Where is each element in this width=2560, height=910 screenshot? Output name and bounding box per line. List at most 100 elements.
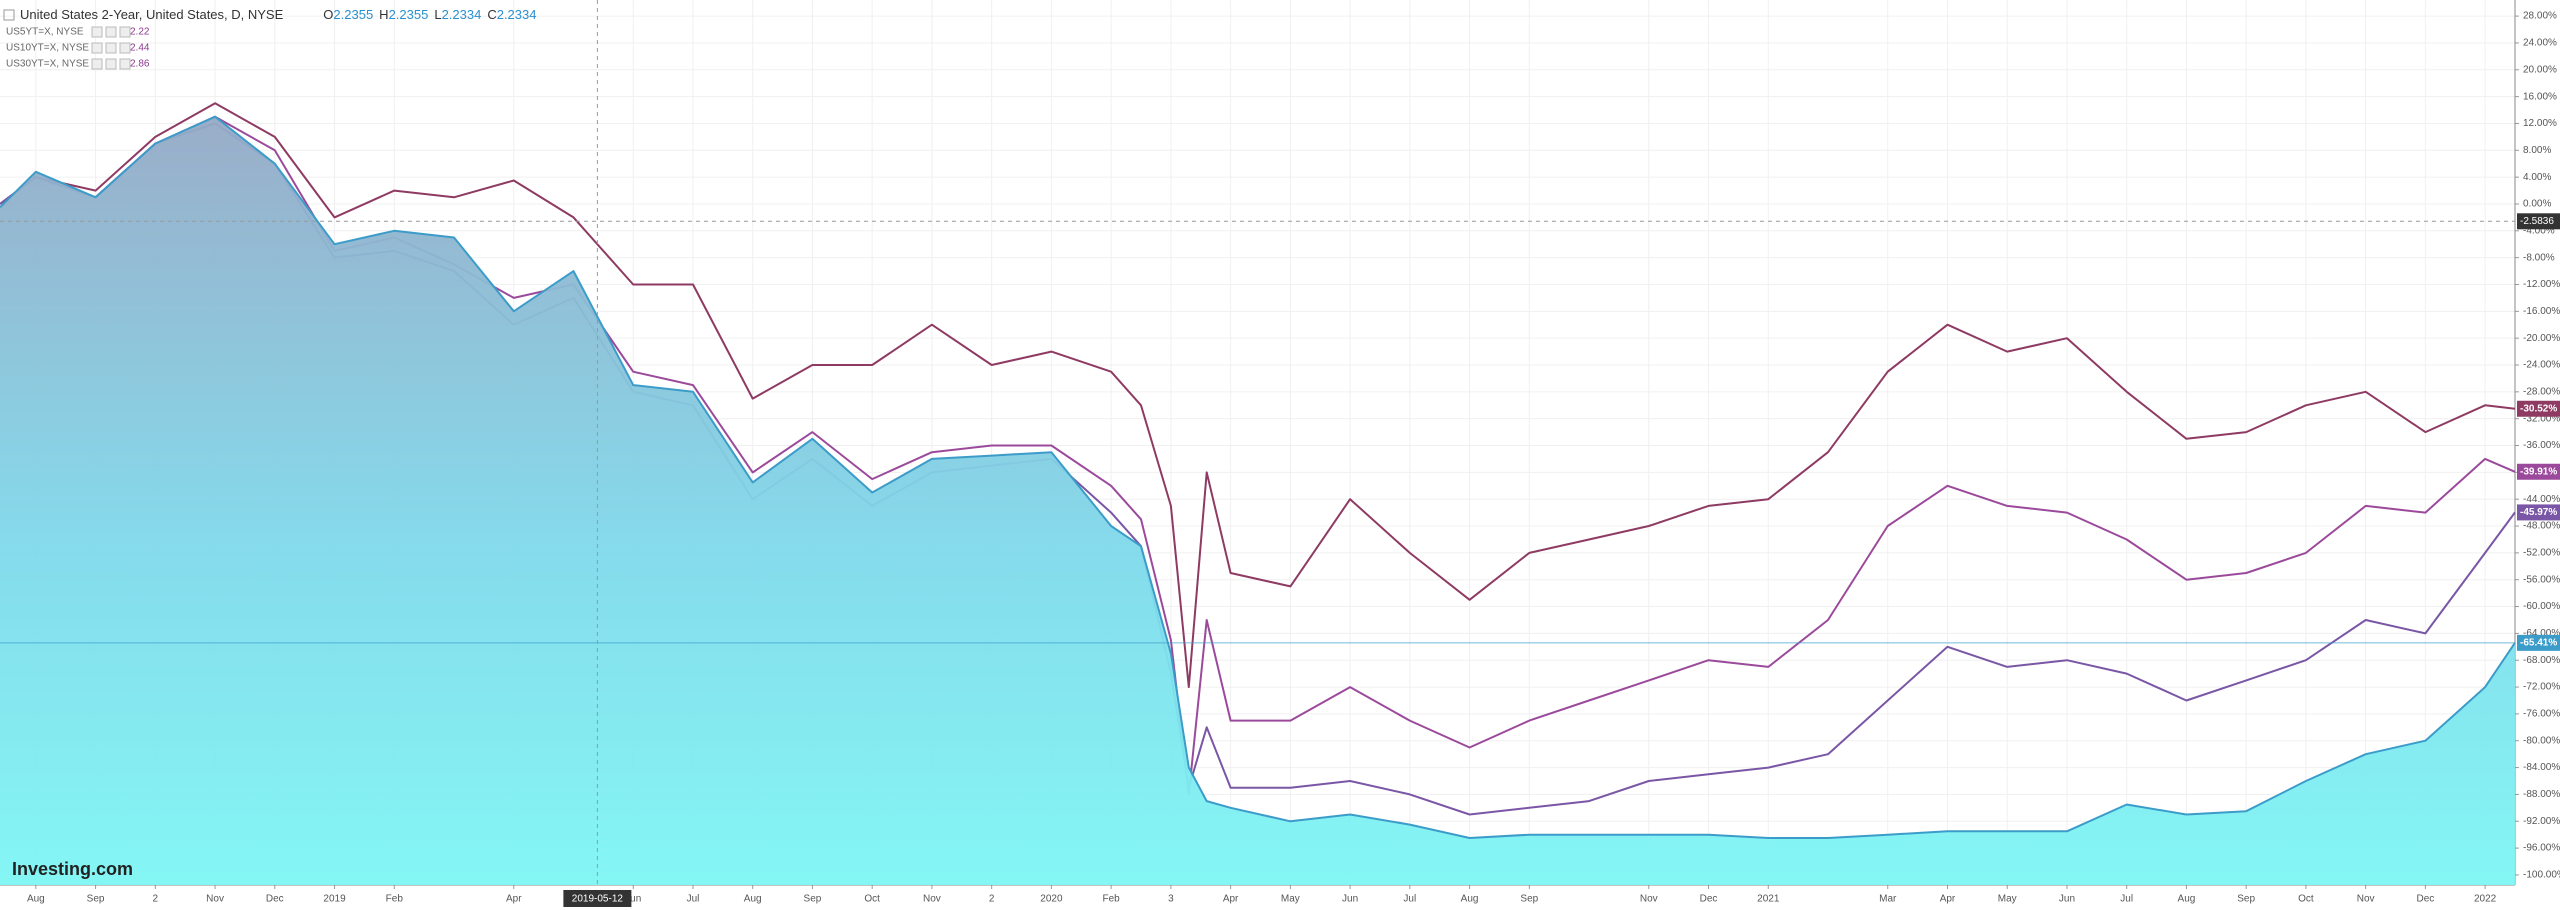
x-tick-label: Sep xyxy=(87,894,105,905)
x-tick-label: Aug xyxy=(1461,894,1479,905)
ohlc-value: 2.2334 xyxy=(442,7,482,22)
x-tick-label: Dec xyxy=(1700,894,1718,905)
y-tick-label: -20.00% xyxy=(2523,333,2560,344)
y-tick-label: -96.00% xyxy=(2523,843,2560,854)
crosshair-y-badge xyxy=(2517,213,2560,230)
legend-icon xyxy=(91,42,103,54)
last-value-label: -30.52% xyxy=(2520,403,2557,414)
y-tick-label: -16.00% xyxy=(2523,306,2560,317)
y-tick-label: -72.00% xyxy=(2523,682,2560,693)
ohlc-key: O xyxy=(323,7,333,22)
x-tick-label: 2019 xyxy=(323,894,346,905)
y-tick-label: -76.00% xyxy=(2523,709,2560,720)
ohlc-value: 2.2355 xyxy=(333,7,373,22)
y-tick-label: -52.00% xyxy=(2523,548,2560,559)
y-tick-label: 20.00% xyxy=(2523,64,2557,75)
y-tick-label: 28.00% xyxy=(2523,11,2557,22)
ohlc-key: C xyxy=(487,7,496,22)
y-tick-label: 4.00% xyxy=(2523,172,2551,183)
x-tick-label: Nov xyxy=(1640,894,1658,905)
x-tick-label: 2020 xyxy=(1040,894,1063,905)
y-tick-label: 24.00% xyxy=(2523,38,2557,49)
y-tick-label: -24.00% xyxy=(2523,360,2560,371)
y-tick-label: -60.00% xyxy=(2523,601,2560,612)
x-tick-label: Apr xyxy=(1940,894,1956,905)
legend-icon xyxy=(105,58,117,70)
legend-icon xyxy=(119,42,131,54)
crosshair-x-label: 2019-05-12 xyxy=(572,894,624,905)
x-tick-label: Aug xyxy=(27,894,45,905)
x-tick-label: Mar xyxy=(1879,894,1897,905)
x-tick-label: May xyxy=(1281,894,1300,905)
last-value-badge xyxy=(2517,463,2560,480)
y-tick-label: -28.00% xyxy=(2523,386,2560,397)
legend-icon xyxy=(105,42,117,54)
x-tick-label: Oct xyxy=(2298,894,2314,905)
collapse-icon xyxy=(3,9,15,21)
ohlc-value: 2.2334 xyxy=(497,7,537,22)
y-tick-label: -88.00% xyxy=(2523,789,2560,800)
x-tick-label: 2021 xyxy=(1757,894,1780,905)
last-value-badge xyxy=(2517,400,2560,417)
y-tick-label: -8.00% xyxy=(2523,252,2555,263)
y-tick-label: -48.00% xyxy=(2523,521,2560,532)
y-tick-label: -12.00% xyxy=(2523,279,2560,290)
y-tick-label: -68.00% xyxy=(2523,655,2560,666)
series-line xyxy=(0,115,2516,839)
x-tick-label: Sep xyxy=(804,894,822,905)
ohlc-value: 2.2355 xyxy=(389,7,429,22)
legend-name: US10YT=X, NYSE xyxy=(6,43,89,54)
y-tick-label: 16.00% xyxy=(2523,91,2557,102)
y-tick-label: -32.00% xyxy=(2523,413,2560,424)
x-tick-label: May xyxy=(1998,894,2017,905)
x-tick-label: Sep xyxy=(2237,894,2255,905)
x-tick-label: Dec xyxy=(2416,894,2434,905)
y-tick-label: 0.00% xyxy=(2523,199,2551,210)
x-tick-label: Dec xyxy=(266,894,284,905)
legend-value: 2.44 xyxy=(130,43,150,54)
x-tick-label: Jun xyxy=(2059,894,2075,905)
y-tick-label: -44.00% xyxy=(2523,494,2560,505)
y-tick-label: 12.00% xyxy=(2523,118,2557,129)
legend-name: US5YT=X, NYSE xyxy=(6,27,84,38)
x-tick-label: Feb xyxy=(386,894,404,905)
legend-value: 2.22 xyxy=(130,27,150,38)
x-tick-label: 2 xyxy=(989,894,995,905)
legend-icon xyxy=(119,58,131,70)
x-tick-label: Jul xyxy=(2120,894,2133,905)
x-tick-label: Apr xyxy=(1223,894,1239,905)
x-tick-label: Nov xyxy=(923,894,941,905)
crosshair-y-label: -2.5836 xyxy=(2520,216,2554,227)
x-tick-label: Jul xyxy=(1403,894,1416,905)
crosshair-x-badge xyxy=(563,890,632,907)
x-tick-label: Nov xyxy=(2357,894,2375,905)
x-tick-label: 3 xyxy=(1168,894,1174,905)
legend-icon xyxy=(91,26,103,38)
x-tick-label: Nov xyxy=(206,894,224,905)
series-line xyxy=(0,102,2516,689)
legend-value: 2.86 xyxy=(130,59,150,70)
y-tick-label: -92.00% xyxy=(2523,816,2560,827)
last-value-badge xyxy=(2517,634,2560,651)
y-tick-label: -36.00% xyxy=(2523,440,2560,451)
title-text: United States 2-Year, United States, D, … xyxy=(20,7,284,22)
y-tick-label: -64.00% xyxy=(2523,628,2560,639)
y-tick-label: -84.00% xyxy=(2523,762,2560,773)
brand: Investing.com xyxy=(12,859,133,879)
y-tick-label: 8.00% xyxy=(2523,145,2551,156)
last-value-badge xyxy=(2517,504,2560,521)
x-tick-label: Jul xyxy=(687,894,700,905)
x-tick-label: Apr xyxy=(506,894,522,905)
x-tick-label: Aug xyxy=(744,894,762,905)
x-tick-label: Jun xyxy=(625,894,641,905)
last-value-label: -65.41% xyxy=(2520,637,2557,648)
y-tick-label: -56.00% xyxy=(2523,574,2560,585)
series-area xyxy=(0,116,2515,885)
legend-icon xyxy=(105,26,117,38)
legend-name: US30YT=X, NYSE xyxy=(6,59,89,70)
x-tick-label: Jun xyxy=(1342,894,1358,905)
x-tick-label: 2 xyxy=(153,894,159,905)
legend-icon xyxy=(91,58,103,70)
